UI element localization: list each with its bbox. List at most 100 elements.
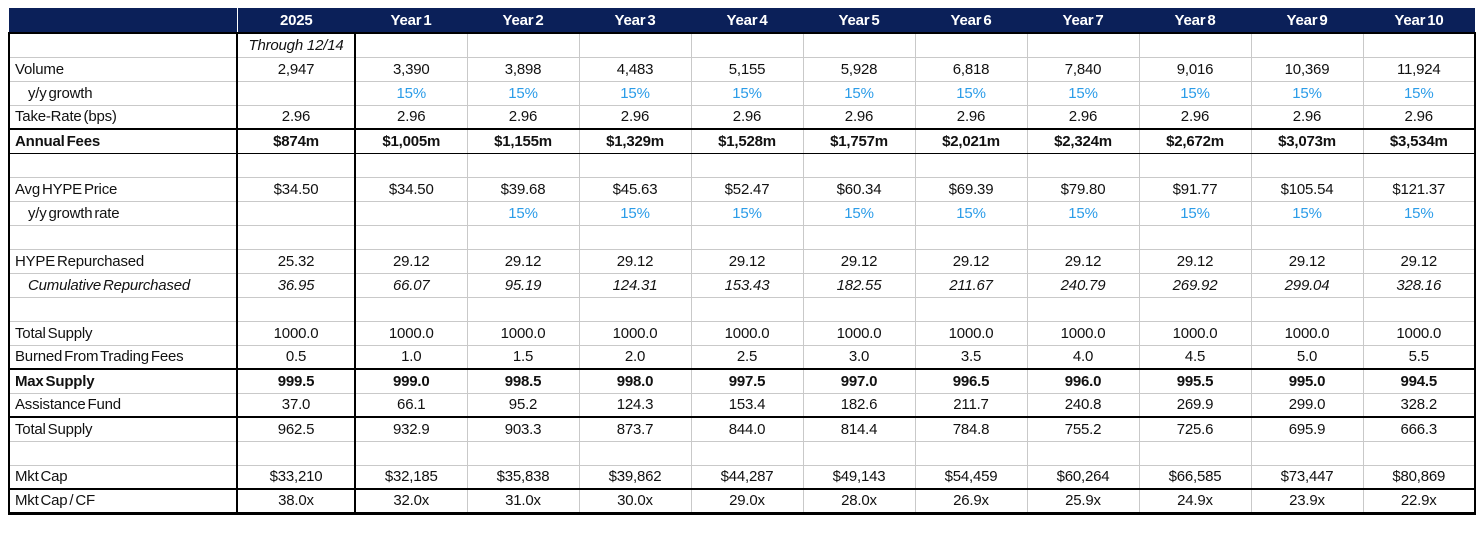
cell <box>915 441 1028 466</box>
row-label <box>8 441 238 466</box>
cell: 873.7 <box>579 416 692 442</box>
cell: 5,155 <box>691 57 804 82</box>
column-header-year-1: Year 1 <box>355 8 467 34</box>
cell: 37.0 <box>237 393 356 418</box>
cell: 15% <box>1139 81 1252 106</box>
cell: 29.12 <box>1251 249 1364 274</box>
burned-fees-row: Burned From Trading Fees 0.5 1.0 1.5 2.0 2.5 3… <box>8 345 1476 370</box>
spacer-row <box>8 153 1476 178</box>
cell <box>1251 33 1364 58</box>
cell: 31.0x <box>467 488 580 515</box>
cell: 932.9 <box>355 416 468 442</box>
cell: 36.95 <box>237 273 356 298</box>
cell: 10,369 <box>1251 57 1364 82</box>
cell: $874m <box>237 128 356 154</box>
cell: 2.96 <box>915 105 1028 130</box>
cell <box>237 201 356 226</box>
cell: 1.0 <box>355 345 468 370</box>
cell <box>915 225 1028 250</box>
cell: 15% <box>579 201 692 226</box>
cell: $3,534m <box>1363 128 1476 154</box>
cell: 725.6 <box>1139 416 1252 442</box>
row-label-column-header <box>9 8 238 34</box>
cell: 15% <box>803 201 916 226</box>
cell: $32,185 <box>355 465 468 490</box>
cell: 29.0x <box>691 488 804 515</box>
cell: $1,329m <box>579 128 692 154</box>
cell: 26.9x <box>915 488 1028 515</box>
row-label: Mkt Cap / CF <box>8 488 238 515</box>
cell <box>579 153 692 178</box>
cell: 999.5 <box>237 368 356 394</box>
cell <box>355 201 468 226</box>
cell <box>1363 225 1476 250</box>
cell: $2,021m <box>915 128 1028 154</box>
cell: 1000.0 <box>237 321 356 346</box>
cell: 25.32 <box>237 249 356 274</box>
cell <box>355 225 468 250</box>
row-label: Max Supply <box>8 368 238 394</box>
cell: $2,324m <box>1027 128 1140 154</box>
cell: 2.96 <box>1363 105 1476 130</box>
cell <box>803 33 916 58</box>
column-header-year-10: Year 10 <box>1363 8 1475 34</box>
spacer-row <box>8 441 1476 466</box>
cell: 95.2 <box>467 393 580 418</box>
cell: 269.92 <box>1139 273 1252 298</box>
cell: 814.4 <box>803 416 916 442</box>
cell <box>915 33 1028 58</box>
cell <box>1139 441 1252 466</box>
cell <box>467 33 580 58</box>
cell <box>691 297 804 322</box>
cell: $34.50 <box>355 177 468 202</box>
cell: 1000.0 <box>355 321 468 346</box>
cell <box>1027 225 1140 250</box>
cell: 2,947 <box>237 57 356 82</box>
cell <box>467 297 580 322</box>
volume-growth-row: y/y growth 15% 15% 15% 15% 15% 15% 15% 15% 15% 15% <box>8 81 1476 106</box>
cell: 1000.0 <box>1251 321 1364 346</box>
cell <box>1251 441 1364 466</box>
row-label <box>8 225 238 250</box>
cell <box>915 153 1028 178</box>
cell: $34.50 <box>237 177 356 202</box>
cell: $79.80 <box>1027 177 1140 202</box>
cell: 211.7 <box>915 393 1028 418</box>
cell: 755.2 <box>1027 416 1140 442</box>
cell: 994.5 <box>1363 368 1476 394</box>
cell <box>1251 153 1364 178</box>
cell <box>355 441 468 466</box>
price-growth-row: y/y growth rate 15% 15% 15% 15% 15% 15% 15% 15% 1… <box>8 201 1476 226</box>
cell: $1,005m <box>355 128 468 154</box>
row-label: Volume <box>8 57 238 82</box>
cell: 32.0x <box>355 488 468 515</box>
cell: 2.96 <box>467 105 580 130</box>
cell: 15% <box>691 201 804 226</box>
cell <box>237 441 356 466</box>
row-label <box>8 297 238 322</box>
cell: 28.0x <box>803 488 916 515</box>
spacer-row <box>8 225 1476 250</box>
row-label: Mkt Cap <box>8 465 238 490</box>
cell <box>1251 225 1364 250</box>
cell: 15% <box>355 81 468 106</box>
cell: 29.12 <box>1027 249 1140 274</box>
cell: 11,924 <box>1363 57 1476 82</box>
cell: 0.5 <box>237 345 356 370</box>
cell: $1,757m <box>803 128 916 154</box>
cell: 153.43 <box>691 273 804 298</box>
cell: $60.34 <box>803 177 916 202</box>
cell <box>1139 297 1252 322</box>
cell: $73,447 <box>1251 465 1364 490</box>
cell <box>691 153 804 178</box>
volume-row: Volume 2,947 3,390 3,898 4,483 5,155 5,928 6,81… <box>8 57 1476 82</box>
cell: $49,143 <box>803 465 916 490</box>
cell: 15% <box>1251 201 1364 226</box>
row-label: y/y growth rate <box>8 201 238 226</box>
cell: 998.0 <box>579 368 692 394</box>
max-supply-row: Max Supply 999.5 999.0 998.5 998.0 997.5 997.0… <box>8 368 1476 394</box>
cell: 1000.0 <box>579 321 692 346</box>
cell: 666.3 <box>1363 416 1476 442</box>
cell: 15% <box>1027 81 1140 106</box>
cell <box>1363 441 1476 466</box>
